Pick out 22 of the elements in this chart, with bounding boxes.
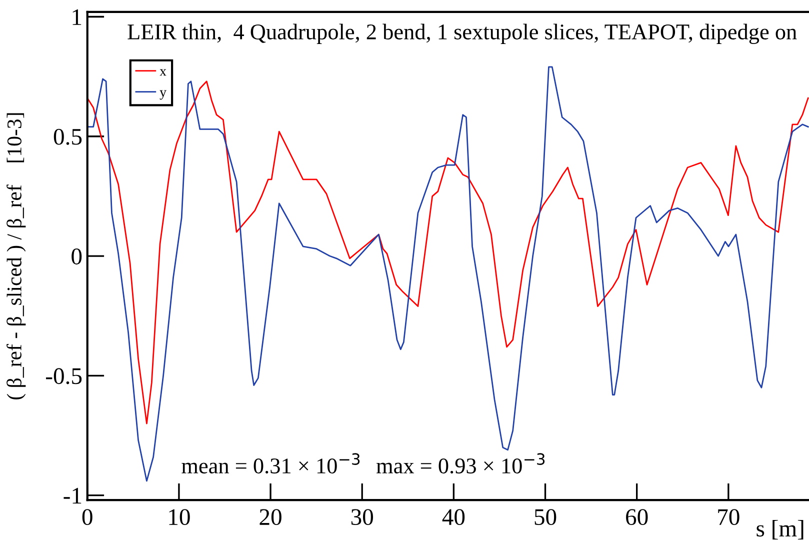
y-axis-title: ( β_ref - β_sliced ) / β_ref [10-3]	[6, 113, 26, 400]
line-series	[87, 80, 809, 424]
legend-label: x	[160, 69, 166, 76]
chart-title: LEIR thin, 4 Quadrupole, 2 bend, 1 sextupole slices, TEAPOT, dipedge on	[128, 24, 797, 44]
x-tick-label: 40	[442, 509, 465, 526]
y-tick-label: -0.5	[46, 368, 82, 384]
annotation: max = 0.93 × 10$^{−3}$	[376, 453, 545, 474]
x-tick-label: 0	[82, 509, 92, 526]
x-tick-label: 30	[351, 509, 374, 526]
x-tick-label: 50	[534, 509, 556, 526]
x-tick-label: 20	[260, 509, 282, 526]
annotation: mean = 0.31 × 10$^{−3}$	[182, 453, 360, 474]
line-series	[87, 66, 809, 482]
y-tick-label: 0.5	[54, 128, 82, 145]
y-tick-label: 1	[72, 9, 82, 25]
x-axis-title: s [m]	[756, 520, 804, 540]
legend-label: y	[160, 90, 166, 100]
x-tick-label: 10	[169, 509, 190, 526]
x-tick-label: 60	[626, 509, 648, 526]
y-tick-label: 0	[72, 248, 82, 264]
x-tick-label: 70	[718, 509, 740, 526]
y-tick-label: -1	[64, 488, 82, 504]
